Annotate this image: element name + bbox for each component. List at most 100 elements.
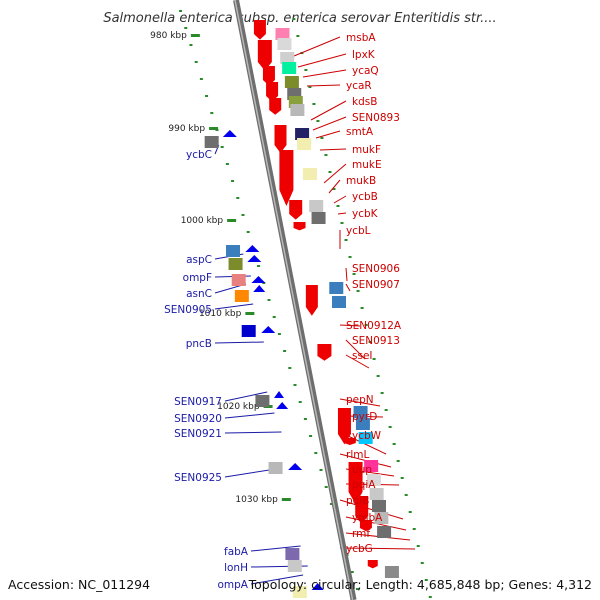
tick-dot	[408, 511, 412, 513]
tick-dot	[400, 477, 404, 479]
gene-label-uup: uup	[352, 464, 372, 476]
tick-dot	[380, 392, 384, 394]
tick-dot	[372, 358, 376, 360]
backbone-line	[233, 0, 357, 600]
forward-gene-arrow	[279, 150, 294, 206]
leader-sen0905	[214, 303, 254, 310]
gene-label-sen0912a: SEN0912A	[346, 320, 402, 332]
gene-label-ymba: ymbA	[352, 512, 383, 524]
gene-label-ycbb: ycbB	[352, 191, 378, 203]
tick-dot	[396, 460, 400, 462]
tick-dot	[199, 78, 203, 80]
gene-color-bar	[297, 138, 312, 150]
tick-dot	[364, 324, 368, 326]
gene-color-bar	[280, 52, 295, 64]
reverse-gene-arrow	[247, 255, 262, 262]
gene-color-bar	[355, 418, 370, 430]
kbp-tick-mark	[281, 498, 291, 501]
gene-label-sen0906: SEN0906	[352, 263, 400, 275]
forward-gene-arrow	[253, 20, 266, 40]
tick-dot	[344, 239, 348, 241]
gene-color-bar	[353, 406, 368, 418]
gene-color-bar	[292, 586, 307, 598]
gene-label-ycbw: ycbW	[352, 430, 382, 442]
tick-dot	[319, 469, 323, 471]
forward-gene-arrow	[367, 560, 378, 569]
gene-label-sen0920: SEN0920	[174, 413, 222, 425]
gene-color-bar	[231, 274, 246, 286]
tick-dot	[220, 146, 224, 148]
tick-dot	[329, 503, 333, 505]
tick-dot	[205, 95, 209, 97]
gene-label-lonh: lonH	[224, 562, 248, 574]
gene-color-bar	[268, 462, 283, 474]
leader-sen0920	[224, 412, 275, 419]
kbp-label: 990 kbp	[168, 124, 205, 134]
tick-dot	[316, 120, 320, 122]
reverse-gene-arrow	[222, 130, 237, 137]
gene-color-bar	[204, 136, 219, 148]
reverse-gene-arrow	[274, 391, 285, 398]
topology-text: Topology: circular; Length: 4,685,848 bp…	[248, 577, 592, 592]
tick-dot	[189, 44, 193, 46]
kbp-label: 1000 kbp	[181, 216, 224, 226]
gene-label-ycbk: ycbK	[352, 208, 379, 220]
gene-label-ycbg: ycbG	[346, 543, 373, 555]
leader-faba	[250, 545, 301, 552]
leader-ycar	[306, 84, 341, 87]
tick-dot	[231, 180, 235, 182]
label-leaders	[214, 36, 416, 585]
gene-label-ycbc: ycbC	[186, 149, 212, 161]
gene-label-ycbl: ycbL	[346, 225, 371, 237]
gene-label-pncb: pncB	[186, 338, 212, 350]
gene-color-bar	[277, 38, 292, 50]
gene-color-bar	[366, 474, 381, 486]
gene-label-sen0921: SEN0921	[174, 428, 222, 440]
leader-pncb	[214, 341, 264, 344]
gene-color-bar	[255, 395, 270, 407]
tick-dot	[350, 571, 354, 573]
gene-label-ycaq: ycaQ	[352, 65, 379, 77]
leader-muke	[323, 163, 347, 184]
forward-gene-arrow	[274, 125, 287, 153]
gene-label-ycar: ycaR	[346, 80, 372, 92]
reverse-gene-arrow	[276, 402, 289, 409]
gene-color-bar	[275, 28, 290, 40]
reverse-gene-arrow	[261, 326, 276, 333]
leader-mukf	[319, 148, 347, 151]
gene-color-bar	[384, 566, 399, 578]
forward-gene-arrow	[348, 462, 363, 504]
gene-label-muke: mukE	[352, 159, 382, 171]
leader-ycbg	[339, 547, 416, 550]
kbp-tick-mark	[190, 34, 200, 37]
gene-color-bar	[309, 200, 324, 212]
tick-dot	[324, 486, 328, 488]
tick-dot	[412, 528, 416, 530]
gene-label-pepn: pepN	[346, 394, 374, 406]
tick-dot	[225, 163, 229, 165]
gene-color-bar	[302, 168, 317, 180]
gene-labels: msbA lpxK ycaQ ycaR kdsB SEN0893 smtA mukF mukE m…	[164, 32, 402, 591]
gene-color-bar	[228, 258, 243, 270]
leader-sen0917	[224, 391, 268, 402]
reverse-gene-arrow	[245, 245, 260, 252]
tick-dot	[236, 197, 240, 199]
gene-label-rlml: rlmL	[346, 449, 369, 461]
tick-dot	[424, 579, 428, 581]
gene-label-sen0907: SEN0907	[352, 279, 400, 291]
tick-dot	[356, 290, 360, 292]
forward-gene-arrow	[317, 344, 332, 361]
gene-color-bar	[241, 325, 256, 337]
gene-label-lpxk: lpxK	[352, 49, 376, 61]
gene-color-bar	[374, 512, 389, 524]
leader-pepn	[339, 398, 381, 407]
tick-dot	[348, 256, 352, 258]
tick-dot	[360, 307, 364, 309]
tick-dots	[179, 10, 432, 598]
leader-sen0907	[345, 283, 351, 292]
gene-color-bar	[295, 128, 310, 140]
gene-bars	[204, 28, 399, 598]
tick-dot	[324, 154, 328, 156]
forward-gene-arrow	[289, 200, 303, 220]
gene-color-bar	[369, 488, 384, 500]
